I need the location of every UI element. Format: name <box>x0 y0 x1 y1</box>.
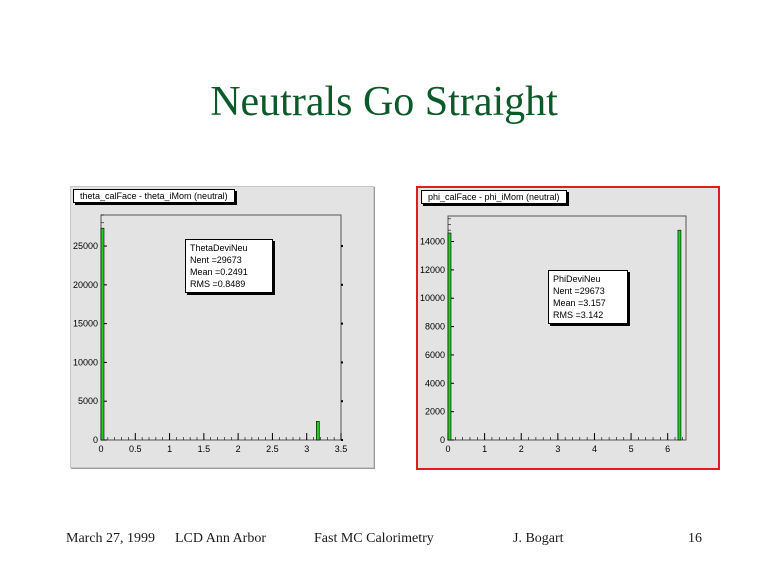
x-tick-label: 0 <box>98 444 103 454</box>
stats-value: 3.157 <box>583 298 606 308</box>
theta-stats-name: ThetaDeviNeu <box>190 243 248 253</box>
y-tick-label: 25000 <box>73 241 98 251</box>
x-tick-label: 1 <box>482 444 487 454</box>
histogram-bar <box>100 227 105 441</box>
stats-label: Mean = <box>553 298 584 308</box>
theta-stats-row-mean: Mean = 0.2491 <box>190 266 268 278</box>
stats-value: 0.2491 <box>220 267 248 277</box>
stats-label: RMS = <box>553 310 581 320</box>
y-tick-label: 14000 <box>420 237 445 247</box>
theta-stats-row-rms: RMS = 0.8489 <box>190 278 268 290</box>
phi-stats-row-rms: RMS = 3.142 <box>553 309 623 321</box>
theta-stats-box: ThetaDeviNeu Nent = 29673 Mean = 0.2491 … <box>185 239 273 293</box>
phi-histogram-canvas[interactable]: 0 2000 4000 6000 8000 10000 12000 14000 0 1 2 3 4 5 6 … <box>416 186 720 470</box>
x-tick-label: 4 <box>592 444 597 454</box>
phi-stats-name: PhiDeviNeu <box>553 274 601 284</box>
histogram-bar <box>316 421 320 441</box>
y-tick-label: 10000 <box>420 293 445 303</box>
y-tick-label: 10000 <box>73 357 98 367</box>
theta-stats-row-nent: Nent = 29673 <box>190 254 268 266</box>
y-tick-label: 0 <box>93 435 98 445</box>
stats-value: 3.142 <box>580 310 604 320</box>
x-tick-label: 6 <box>665 444 670 454</box>
x-tick-label: 2 <box>519 444 524 454</box>
x-tick-label: 0 <box>445 444 450 454</box>
y-tick-label: 5000 <box>78 396 98 406</box>
footer-date: March 27, 1999 <box>66 531 156 546</box>
y-tick-label: 12000 <box>420 265 445 275</box>
theta-histogram-plot: 0 5000 10000 15000 20000 25000 0 0.5 1 1.5 2 2.5 3 3.… <box>73 214 348 454</box>
phi-stats-box: PhiDeviNeu Nent = 29673 Mean = 3.157 RMS… <box>548 270 628 324</box>
y-tick-label: 8000 <box>425 322 445 332</box>
y-tick-label: 6000 <box>425 350 445 360</box>
plot-frame <box>447 215 687 441</box>
x-tick-label: 3 <box>555 444 560 454</box>
stats-value: 0.8489 <box>217 279 246 289</box>
y-tick-label: 0 <box>440 435 445 445</box>
y-tick-label: 2000 <box>425 407 445 417</box>
footer-venue: LCD Ann Arbor <box>175 531 266 546</box>
footer-page-number: 16 <box>688 531 702 546</box>
x-tick-label: 5 <box>629 444 634 454</box>
theta-histogram-canvas[interactable]: 0 5000 10000 15000 20000 25000 0 0.5 1 1.5 2 2.5 3 3.… <box>70 186 374 468</box>
x-tick-label: 1 <box>167 444 172 454</box>
theta-histogram-title: theta_calFace - theta_iMom (neutral) <box>73 189 235 203</box>
stats-label: Nent = <box>190 255 217 265</box>
stats-value: 29673 <box>579 286 605 296</box>
x-tick-label: 2 <box>236 444 241 454</box>
stats-label: Nent = <box>553 286 580 296</box>
y-tick-label: 15000 <box>73 319 98 329</box>
y-tick-label: 20000 <box>73 280 98 290</box>
stats-label: RMS = <box>190 279 218 289</box>
footer-topic: Fast MC Calorimetry <box>314 531 434 546</box>
y-tick-label: 4000 <box>425 378 445 388</box>
histogram-bar <box>447 232 452 441</box>
slide-title: Neutrals Go Straight <box>210 79 558 125</box>
x-tick-label: 0.5 <box>129 444 142 454</box>
histogram-bar <box>677 229 682 441</box>
x-tick-label: 1.5 <box>198 444 211 454</box>
phi-stats-row-mean: Mean = 3.157 <box>553 297 623 309</box>
stats-value: 29673 <box>216 255 242 265</box>
phi-histogram-plot: 0 2000 4000 6000 8000 10000 12000 14000 0 1 2 3 4 5 6 <box>420 215 687 454</box>
x-tick-label: 2.5 <box>266 444 279 454</box>
stats-label: Mean = <box>190 267 221 277</box>
x-tick-label: 3.5 <box>335 444 348 454</box>
footer-author: J. Bogart <box>513 531 564 546</box>
x-tick-label: 3 <box>304 444 309 454</box>
phi-stats-row-nent: Nent = 29673 <box>553 285 623 297</box>
phi-histogram-title: phi_calFace - phi_iMom (neutral) <box>421 190 567 204</box>
